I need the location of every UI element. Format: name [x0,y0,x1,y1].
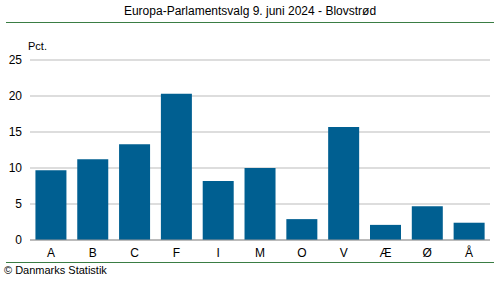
svg-text:A: A [47,246,55,260]
svg-text:15: 15 [9,125,23,139]
svg-text:Ø: Ø [423,246,432,260]
svg-text:Å: Å [465,245,473,260]
svg-text:20: 20 [9,89,23,103]
svg-text:25: 25 [9,53,23,67]
html-text:Europa-Parlamentsvalg 9. juni: Europa-Parlamentsvalg 9. juni 2024 - Blo… [123,4,377,18]
svg-text:C: C [130,246,139,260]
svg-text:B: B [89,246,97,260]
svg-text:10: 10 [9,161,23,175]
svg-text:M: M [255,246,265,260]
svg-text:O: O [297,246,306,260]
svg-text:0: 0 [15,233,22,247]
svg-text:F: F [173,246,180,260]
svg-text:I: I [217,246,220,260]
svg-text:5: 5 [15,197,22,211]
svg-text:Æ: Æ [379,246,391,260]
svg-text:V: V [340,246,348,260]
html-text:Pct.: Pct. [28,40,47,52]
html-text:© Danmarks Statistik: © Danmarks Statistik [4,264,107,276]
